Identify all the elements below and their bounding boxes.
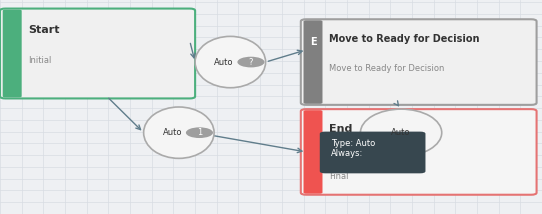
Text: Final: Final bbox=[329, 172, 349, 181]
FancyBboxPatch shape bbox=[304, 20, 322, 104]
Text: Initial: Initial bbox=[28, 56, 51, 65]
Circle shape bbox=[186, 127, 213, 138]
Text: Start: Start bbox=[28, 25, 60, 34]
Text: Auto: Auto bbox=[391, 128, 411, 137]
FancyBboxPatch shape bbox=[0, 9, 195, 98]
FancyBboxPatch shape bbox=[3, 10, 22, 97]
Text: End: End bbox=[329, 154, 345, 163]
Text: 1: 1 bbox=[197, 128, 202, 137]
Ellipse shape bbox=[360, 109, 442, 156]
Ellipse shape bbox=[144, 107, 214, 158]
FancyBboxPatch shape bbox=[304, 110, 322, 194]
Ellipse shape bbox=[195, 36, 266, 88]
FancyBboxPatch shape bbox=[301, 109, 537, 195]
Text: Type: Auto
Always:: Type: Auto Always: bbox=[331, 139, 375, 158]
Text: E: E bbox=[310, 37, 317, 47]
Text: Auto: Auto bbox=[163, 128, 182, 137]
Text: End: End bbox=[329, 124, 352, 134]
Circle shape bbox=[237, 57, 264, 67]
FancyBboxPatch shape bbox=[301, 19, 537, 105]
Text: Move to Ready for Decision: Move to Ready for Decision bbox=[329, 34, 480, 44]
Text: ?: ? bbox=[249, 58, 253, 67]
FancyBboxPatch shape bbox=[320, 132, 425, 173]
Text: Move to Ready for Decision: Move to Ready for Decision bbox=[329, 64, 444, 73]
Text: Auto: Auto bbox=[214, 58, 234, 67]
